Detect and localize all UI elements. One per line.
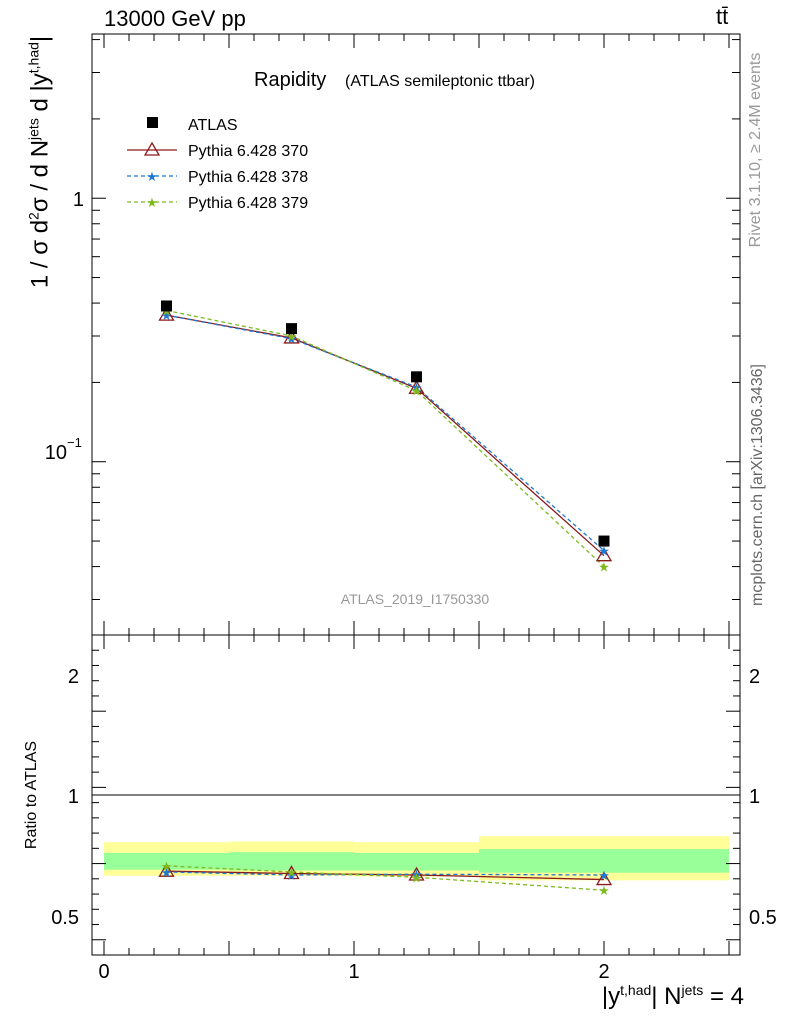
ratio-ytick-label-05: 0.5: [51, 907, 79, 929]
main-series-3-point: ★: [286, 329, 298, 344]
main-series-3-point: ★: [598, 560, 610, 575]
uncertainty-band-green: [229, 852, 354, 871]
xtick-label-0: 0: [98, 961, 109, 983]
ratio-series-0-point: [408, 866, 425, 881]
ratio-series-2-line: [166, 865, 605, 891]
uncertainty-band-green: [104, 852, 229, 870]
chart-subtitle: (ATLAS semileptonic ttbar): [345, 73, 535, 90]
chart-title: Rapidity: [254, 69, 326, 91]
ratio-ytick-label-1-right: 1: [749, 786, 760, 808]
ratio-series-0-point: [283, 865, 300, 880]
ratio-ytick-label-2-right: 2: [749, 666, 760, 688]
main-series-2-point: ★: [411, 380, 423, 395]
process-label: tt̄: [716, 4, 729, 29]
energy-label: 13000 GeV pp: [104, 6, 246, 31]
main-series-2-point: ★: [161, 308, 173, 323]
uncertainty-band-green: [479, 849, 729, 873]
ratio-series-0-line: [166, 870, 605, 881]
ratio-series-1-point: ★: [411, 867, 423, 882]
main-series-2-point: ★: [598, 544, 610, 559]
analysis-tag: ATLAS_2019_I1750330: [341, 591, 490, 607]
legend-atlas-marker: [147, 117, 158, 128]
main-series-1-point: [283, 329, 300, 344]
ratio-ytick-label-1: 1: [68, 786, 79, 808]
ratio-series-2-point: ★: [286, 865, 298, 880]
main-series-0-point: [161, 300, 172, 312]
legend-378-marker: ★: [146, 169, 158, 184]
legend-379-marker: ★: [146, 195, 158, 210]
ratio-series-2-point: ★: [598, 883, 610, 898]
main-series-2-line: [166, 314, 605, 552]
xtick-label-2: 2: [598, 961, 609, 983]
legend-370-marker: [143, 141, 161, 156]
main-series-1-point: [408, 379, 425, 394]
xlabel: |yt,had| Njets = 4: [601, 982, 744, 1010]
main-series-0-point: [286, 323, 297, 335]
ratio-series-1-point: ★: [286, 868, 298, 883]
main-series-0-point: [411, 371, 422, 383]
ratio-series-0-point: [595, 871, 613, 886]
legend: ATLAS Pythia 6.428 370 ★ Pythia 6.428 37…: [127, 117, 308, 212]
xtick-label-1: 1: [348, 961, 359, 983]
ratio-series-1-line: [166, 871, 605, 876]
main-series-1-line: [166, 314, 605, 557]
legend-370-label: Pythia 6.428 370: [188, 143, 308, 160]
legend-atlas-label: ATLAS: [188, 117, 238, 134]
ratio-ytick-label-05-right: 0.5: [749, 907, 777, 929]
main-ytick-label-1: 1: [73, 189, 84, 211]
main-series-2-point: ★: [286, 332, 298, 347]
ratio-series-1-point: ★: [598, 868, 610, 883]
main-series-3-line: [166, 309, 605, 568]
main-series-1-point: [158, 306, 175, 321]
main-ytick-label-01: 10: [45, 442, 67, 464]
uncertainty-band-green: [354, 852, 479, 871]
ratio-ytick-label-2: 2: [68, 666, 79, 688]
ratio-series-0-point: [158, 862, 175, 877]
main-series-3-point: ★: [411, 384, 423, 399]
ratio-series-1-point: ★: [161, 865, 173, 880]
ratio-series-2-point: ★: [161, 859, 173, 874]
legend-379-label: Pythia 6.428 379: [188, 195, 308, 212]
ratio-series-2-point: ★: [411, 870, 423, 885]
main-series-0-point: [598, 535, 610, 547]
main-series-1-point: [595, 547, 613, 562]
legend-378-label: Pythia 6.428 378: [188, 169, 308, 186]
main-ytick-exponent: −1: [67, 435, 82, 450]
